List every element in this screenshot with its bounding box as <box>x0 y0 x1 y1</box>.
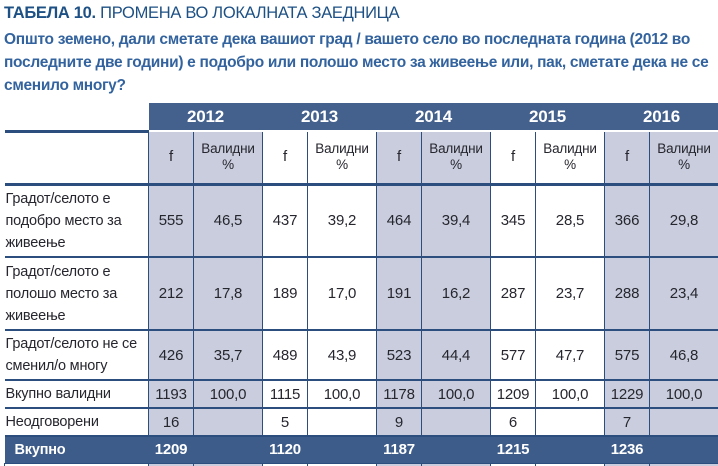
pct-cell: 23,4 <box>650 257 718 330</box>
f-cell: 191 <box>377 257 422 330</box>
table-row-better-place: Градот/селото е подобро место за живеење… <box>5 184 718 257</box>
pct-cell <box>194 408 263 436</box>
row-label: Вкупно валидни <box>5 380 149 408</box>
f-cell: 345 <box>491 184 536 257</box>
frequency-column-header: f <box>263 131 308 184</box>
f-cell: 1229 <box>605 380 650 408</box>
pct-cell <box>650 408 718 436</box>
pct-cell: 28,5 <box>536 184 605 257</box>
pct-cell: 29,8 <box>650 184 718 257</box>
page-title: ТАБЕЛА 10. ПРОМЕНА ВО ЛОКАЛНАТА ЗАЕДНИЦА <box>4 3 718 24</box>
grand-total-label: Вкупно <box>5 436 149 463</box>
year-header-row: 2012 2013 2014 2015 2016 <box>5 103 718 131</box>
frequency-column-header: f <box>491 131 536 184</box>
grand-total-value: 1120 <box>263 436 308 463</box>
frequency-column-header: f <box>377 131 422 184</box>
f-cell: 464 <box>377 184 422 257</box>
f-cell: 1209 <box>491 380 536 408</box>
valid-percent-column-header: Валидни % <box>650 131 718 184</box>
f-cell: 16 <box>149 408 194 436</box>
pct-cell: 16,2 <box>422 257 491 330</box>
pct-cell: 100,0 <box>194 380 263 408</box>
f-cell: 575 <box>605 330 650 380</box>
f-cell: 189 <box>263 257 308 330</box>
pct-cell: 100,0 <box>308 380 377 408</box>
grand-total-spacer <box>650 436 718 463</box>
grand-total-spacer <box>422 436 491 463</box>
grand-total-value: 1209 <box>149 436 194 463</box>
grand-total-value: 1215 <box>491 436 536 463</box>
pct-cell: 35,7 <box>194 330 263 380</box>
pct-cell: 23,7 <box>536 257 605 330</box>
year-header-2016: 2016 <box>605 103 718 131</box>
year-header-2014: 2014 <box>377 103 491 131</box>
pct-cell: 17,8 <box>194 257 263 330</box>
f-cell: 437 <box>263 184 308 257</box>
pct-cell: 46,5 <box>194 184 263 257</box>
f-cell: 9 <box>377 408 422 436</box>
results-table: 2012 2013 2014 2015 2016 f Валидни % f В… <box>4 103 718 466</box>
pct-cell: 43,9 <box>308 330 377 380</box>
year-header-2013: 2013 <box>263 103 377 131</box>
subheader-row: f Валидни % f Валидни % f Валидни % f Ва… <box>5 131 718 184</box>
pct-cell: 100,0 <box>650 380 718 408</box>
grand-total-spacer <box>194 436 263 463</box>
pct-cell: 100,0 <box>422 380 491 408</box>
f-cell: 1178 <box>377 380 422 408</box>
pct-cell: 46,8 <box>650 330 718 380</box>
pct-cell: 100,0 <box>536 380 605 408</box>
f-cell: 489 <box>263 330 308 380</box>
year-header-2015: 2015 <box>491 103 605 131</box>
f-cell: 5 <box>263 408 308 436</box>
year-header-2012: 2012 <box>149 103 263 131</box>
pct-cell: 39,4 <box>422 184 491 257</box>
pct-cell <box>422 408 491 436</box>
table-row-not-changed: Градот/селото не се сменил/о многу 426 3… <box>5 330 718 380</box>
row-label: Градот/селото не се сменил/о многу <box>5 330 149 380</box>
table-row-no-answer: Неодговорени 16 5 9 6 7 <box>5 408 718 436</box>
f-cell: 1193 <box>149 380 194 408</box>
pct-cell: 47,7 <box>536 330 605 380</box>
f-cell: 366 <box>605 184 650 257</box>
f-cell: 7 <box>605 408 650 436</box>
frequency-column-header: f <box>605 131 650 184</box>
f-cell: 1115 <box>263 380 308 408</box>
table-row-grand-total: Вкупно 1209 1120 1187 1215 1236 <box>5 436 718 463</box>
f-cell: 555 <box>149 184 194 257</box>
f-cell: 6 <box>491 408 536 436</box>
pct-cell <box>308 408 377 436</box>
f-cell: 426 <box>149 330 194 380</box>
corner-cell <box>5 131 149 184</box>
valid-percent-column-header: Валидни % <box>194 131 263 184</box>
valid-percent-column-header: Валидни % <box>536 131 605 184</box>
grand-total-value: 1236 <box>605 436 650 463</box>
pct-cell: 17,0 <box>308 257 377 330</box>
corner-cell <box>5 103 149 131</box>
pct-cell: 39,2 <box>308 184 377 257</box>
f-cell: 577 <box>491 330 536 380</box>
f-cell: 287 <box>491 257 536 330</box>
grand-total-spacer <box>308 436 377 463</box>
table-number-label: ТАБЕЛА 10. <box>4 4 96 22</box>
pct-cell <box>536 408 605 436</box>
table-title-text: ПРОМЕНА ВО ЛОКАЛНАТА ЗАЕДНИЦА <box>100 4 399 22</box>
valid-percent-column-header: Валидни % <box>422 131 491 184</box>
f-cell: 523 <box>377 330 422 380</box>
row-label: Градот/селото е полошо место за живеење <box>5 257 149 330</box>
grand-total-value: 1187 <box>377 436 422 463</box>
table-row-worse-place: Градот/селото е полошо место за живеење … <box>5 257 718 330</box>
grand-total-spacer <box>536 436 605 463</box>
row-label: Градот/селото е подобро место за живеење <box>5 184 149 257</box>
survey-question-text: Општо земено, дали сметате дека вашиот г… <box>4 28 718 97</box>
f-cell: 212 <box>149 257 194 330</box>
frequency-column-header: f <box>149 131 194 184</box>
row-label: Неодговорени <box>5 408 149 436</box>
valid-percent-column-header: Валидни % <box>308 131 377 184</box>
f-cell: 288 <box>605 257 650 330</box>
table-row-total-valid: Вкупно валидни 1193 100,0 1115 100,0 117… <box>5 380 718 408</box>
pct-cell: 44,4 <box>422 330 491 380</box>
